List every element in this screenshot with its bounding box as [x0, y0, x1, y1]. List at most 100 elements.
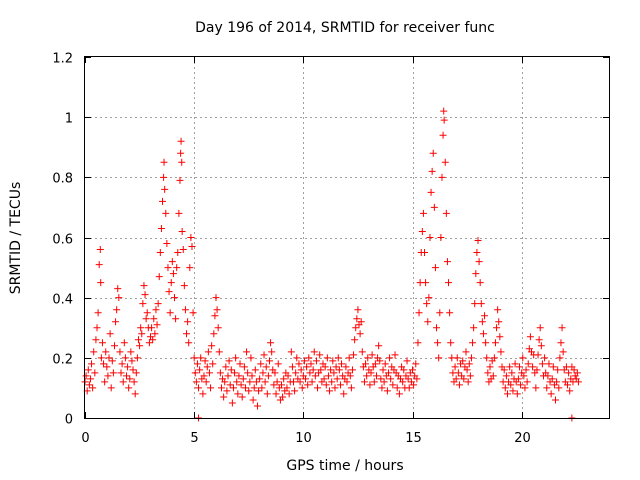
data-point [336, 381, 344, 389]
data-point [383, 387, 391, 395]
data-point [193, 360, 201, 368]
data-point [543, 384, 551, 392]
data-point [253, 402, 261, 410]
data-point [371, 360, 379, 368]
data-point [267, 339, 275, 347]
data-point [258, 384, 266, 392]
data-point [88, 360, 96, 368]
data-point [113, 306, 121, 314]
data-point [86, 375, 94, 383]
data-point [303, 363, 311, 371]
y-tick-label: 0.8 [52, 172, 73, 187]
data-point [176, 176, 184, 184]
data-point [105, 354, 113, 362]
data-point [124, 363, 132, 371]
data-point [521, 384, 529, 392]
data-point [221, 378, 229, 386]
data-point [455, 381, 463, 389]
data-point [150, 315, 158, 323]
data-point [85, 381, 93, 389]
data-point [558, 324, 566, 332]
data-point [548, 375, 556, 383]
data-point [148, 324, 156, 332]
data-point [414, 339, 422, 347]
data-point [141, 291, 149, 299]
data-point [122, 372, 130, 380]
data-point [327, 366, 335, 374]
data-point [235, 372, 243, 380]
data-point [419, 209, 427, 217]
data-point [94, 309, 102, 317]
data-point [291, 387, 299, 395]
data-point [89, 384, 97, 392]
data-point [149, 336, 157, 344]
data-point [386, 354, 394, 362]
data-point [557, 339, 565, 347]
data-point [452, 375, 460, 383]
data-point [287, 348, 295, 356]
data-point [175, 209, 183, 217]
data-point [358, 348, 366, 356]
data-point [246, 378, 254, 386]
data-point [185, 339, 193, 347]
data-point [204, 348, 212, 356]
data-point [202, 378, 210, 386]
data-point [482, 339, 490, 347]
data-point [421, 249, 429, 257]
data-point [413, 375, 421, 383]
data-point [451, 363, 459, 371]
data-point [508, 369, 516, 377]
data-point [156, 249, 164, 257]
data-point [261, 378, 269, 386]
data-point [167, 279, 175, 287]
data-point [226, 381, 234, 389]
data-point [162, 209, 170, 217]
data-point [143, 309, 151, 317]
data-point [199, 390, 207, 398]
data-point [106, 330, 114, 338]
data-point [208, 342, 216, 350]
data-point [116, 348, 124, 356]
data-point [566, 387, 574, 395]
data-point [380, 378, 388, 386]
data-point [237, 381, 245, 389]
data-point [490, 354, 498, 362]
data-point [188, 243, 196, 251]
data-point [430, 203, 438, 211]
data-point [155, 273, 163, 281]
data-point [163, 240, 171, 248]
data-point [247, 354, 255, 362]
data-point [96, 246, 104, 254]
data-point [278, 381, 285, 389]
data-point [439, 131, 447, 139]
data-point [334, 354, 342, 362]
data-point [445, 279, 453, 287]
data-point [497, 348, 505, 356]
data-point [169, 270, 177, 278]
data-point [273, 378, 281, 386]
data-point [288, 363, 296, 371]
data-point [121, 354, 129, 362]
data-point [234, 390, 242, 398]
data-point [279, 393, 287, 401]
data-point [118, 360, 126, 368]
data-point [285, 390, 293, 398]
data-point [453, 354, 461, 362]
data-point [351, 336, 359, 344]
data-point [184, 318, 192, 326]
data-point [231, 369, 239, 377]
data-point [437, 234, 445, 241]
data-point [125, 384, 133, 392]
data-point [172, 315, 180, 323]
data-point [574, 378, 582, 386]
data-point [302, 375, 310, 383]
data-point [223, 387, 231, 395]
data-point [475, 258, 483, 266]
data-point [245, 387, 253, 395]
data-point [514, 375, 522, 383]
data-point [268, 348, 276, 356]
data-point [340, 390, 348, 398]
data-point [262, 363, 270, 371]
data-point [423, 300, 431, 308]
data-point [472, 270, 480, 278]
